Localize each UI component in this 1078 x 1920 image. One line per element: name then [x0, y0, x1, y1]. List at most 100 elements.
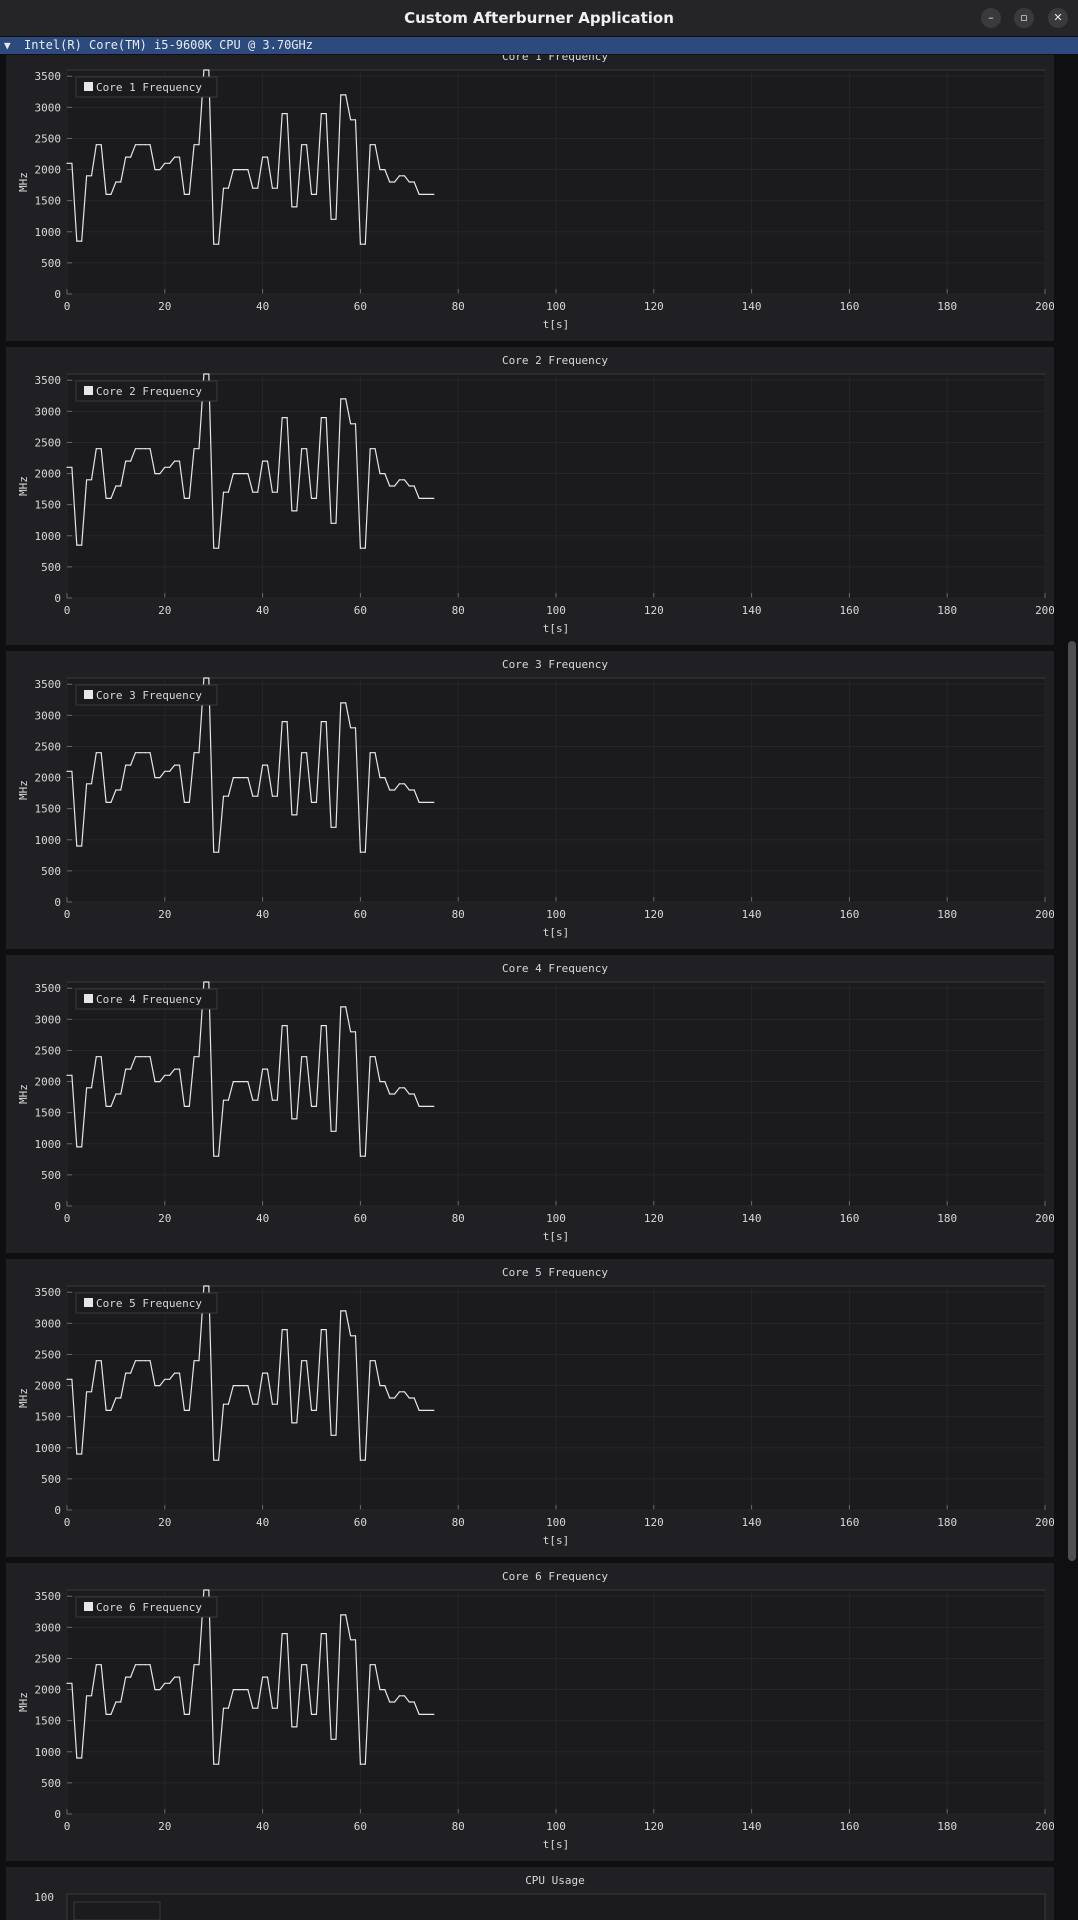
collapse-arrow-icon[interactable]: ▼ [4, 39, 11, 52]
x-tick-label: 140 [742, 1212, 762, 1225]
data-point [423, 497, 425, 499]
data-point [120, 1701, 122, 1703]
data-point [188, 193, 190, 195]
data-point [120, 181, 122, 183]
legend-box[interactable] [75, 380, 218, 402]
data-point [115, 1397, 117, 1399]
data-point [257, 1099, 259, 1101]
data-point [105, 193, 107, 195]
data-point [120, 789, 122, 791]
data-point [354, 1335, 357, 1337]
data-point [100, 752, 102, 754]
data-point [408, 789, 410, 791]
data-point [266, 1372, 269, 1374]
y-tick-label: 2000 [35, 1076, 62, 1089]
plot-area[interactable] [66, 1893, 1046, 1920]
data-point [81, 1453, 83, 1455]
data-point [306, 1360, 308, 1362]
data-point [374, 1056, 376, 1058]
data-point [364, 1459, 366, 1461]
data-point [227, 491, 229, 493]
charts-scroll-area[interactable]: Core 1 Frequency 0 20 40 60 80 100 120 140 160 180… [0, 55, 1064, 1920]
data-point [115, 181, 117, 183]
data-point [394, 1701, 396, 1703]
data-point [418, 497, 420, 499]
data-point [296, 1422, 298, 1424]
scrollbar[interactable] [1066, 55, 1078, 1920]
y-tick-label: 0 [54, 896, 61, 909]
data-point [345, 1006, 347, 1008]
data-point [340, 1310, 342, 1312]
data-point [330, 1434, 332, 1436]
data-point [364, 243, 366, 245]
data-point [403, 1695, 405, 1697]
data-point [247, 169, 249, 171]
x-tick-label: 180 [937, 1516, 957, 1529]
x-tick-label: 120 [644, 908, 664, 921]
y-tick-label: 2500 [35, 1044, 62, 1057]
data-point [252, 1707, 254, 1709]
data-point [276, 1403, 278, 1405]
chart-panel: Core 1 Frequency 0 20 40 60 80 100 120 140 160 180… [6, 55, 1054, 341]
legend-swatch [84, 690, 93, 699]
legend-box[interactable] [75, 76, 218, 98]
data-point [428, 801, 430, 803]
chart-svg[interactable]: Core 6 Frequency 0 20 40 60 80 100 120 140 160 180… [6, 1563, 1054, 1861]
data-point [325, 1025, 327, 1027]
data-point [296, 814, 298, 816]
cpu-collapsing-header[interactable]: ▼ Intel(R) Core(TM) i5-9600K CPU @ 3.70G… [0, 37, 1078, 54]
data-point [271, 1099, 273, 1101]
data-point [325, 1329, 327, 1331]
data-point [203, 677, 205, 679]
maximize-button[interactable]: ▫ [1014, 8, 1034, 28]
chart-panel: Core 4 Frequency 0 20 40 60 80 100 120 140 160 180… [6, 955, 1054, 1253]
data-point [188, 1409, 190, 1411]
minimize-button[interactable]: – [981, 8, 1001, 28]
series-line [67, 1589, 434, 1765]
data-point [139, 144, 141, 146]
chart-svg[interactable]: Core 5 Frequency 0 20 40 60 80 100 120 140 160 180… [6, 1259, 1054, 1557]
chart-title: CPU Usage [525, 1874, 585, 1887]
data-point [227, 1403, 229, 1405]
close-button[interactable]: ✕ [1048, 8, 1068, 28]
data-point [320, 1633, 322, 1635]
data-point [286, 417, 288, 419]
data-point [350, 119, 352, 121]
data-point [359, 547, 361, 549]
data-point [301, 1056, 303, 1058]
legend-box[interactable] [75, 684, 218, 706]
chart-svg[interactable]: Core 1 Frequency 0 20 40 60 80 100 120 140 160 180… [6, 55, 1054, 341]
y-tick-label: 1500 [35, 1107, 62, 1120]
y-tick-label: 2500 [35, 436, 62, 449]
data-point [359, 243, 361, 245]
data-point [169, 466, 171, 468]
data-point [169, 162, 171, 164]
data-point [403, 1391, 405, 1393]
data-point [125, 764, 127, 766]
data-point [178, 764, 181, 766]
y-tick-label: 500 [41, 257, 61, 270]
x-tick-label: 0 [64, 908, 71, 921]
data-point [134, 448, 137, 450]
legend-box[interactable] [75, 1292, 218, 1314]
data-point [149, 1664, 151, 1666]
chart-svg[interactable]: Core 4 Frequency 0 20 40 60 80 100 120 140 160 180… [6, 955, 1054, 1253]
data-point [276, 491, 278, 493]
data-point [237, 1081, 239, 1083]
chart-svg[interactable]: Core 2 Frequency 0 20 40 60 80 100 120 140 160 180… [6, 347, 1054, 645]
chart-svg[interactable]: CPU Usage 100 [6, 1867, 1054, 1920]
legend-box[interactable] [75, 988, 218, 1010]
data-point [374, 1360, 376, 1362]
scrollbar-thumb[interactable] [1068, 641, 1076, 1561]
data-point [76, 1453, 78, 1455]
x-tick-label: 100 [546, 1212, 566, 1225]
data-point [208, 69, 210, 71]
data-point [90, 175, 93, 177]
data-point [398, 479, 401, 481]
data-point [330, 1738, 332, 1740]
x-tick-label: 160 [839, 604, 859, 617]
legend-box[interactable] [75, 1596, 218, 1618]
chart-svg[interactable]: Core 3 Frequency 0 20 40 60 80 100 120 140 160 180… [6, 651, 1054, 949]
data-point [144, 752, 146, 754]
data-point [281, 417, 283, 419]
